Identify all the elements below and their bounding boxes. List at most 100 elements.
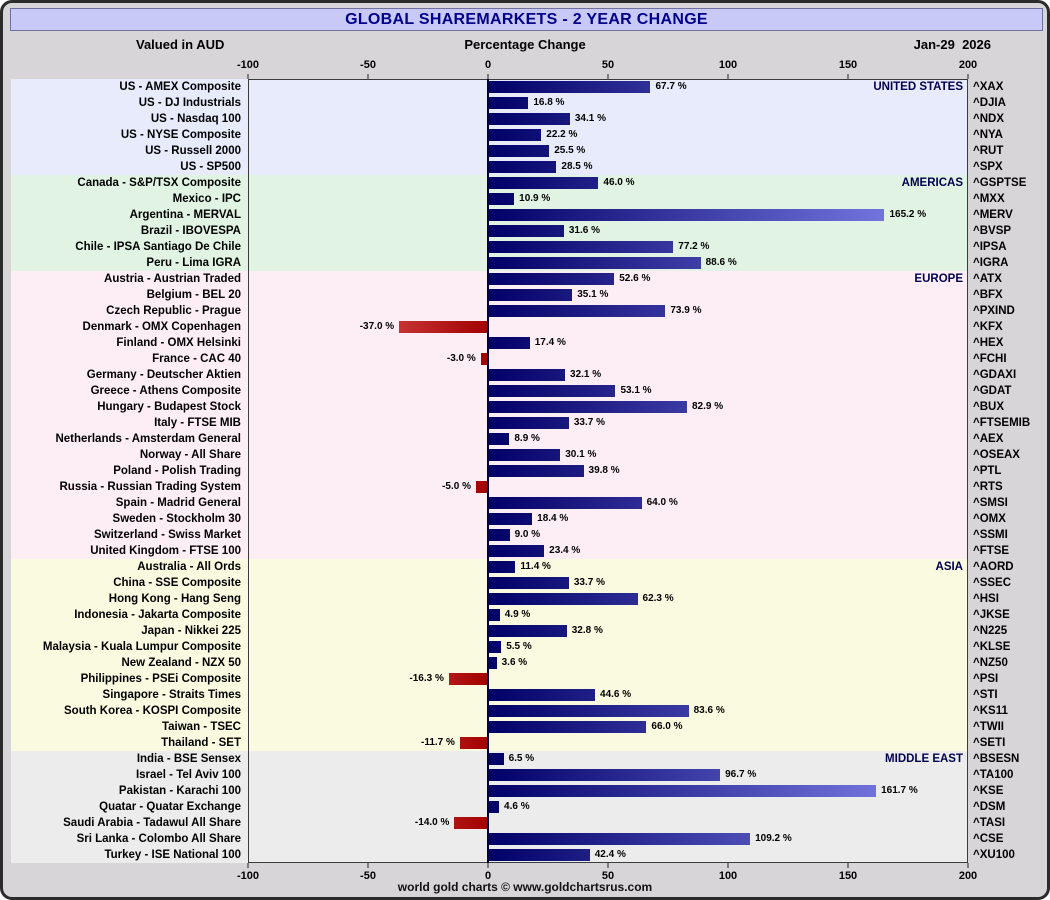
chart-row: US - AMEX Composite 67.7 % UNITED STATES ^X… (11, 79, 1045, 95)
row-ticker-symbol: ^SSEC (973, 577, 1012, 589)
row-ticker-symbol: ^BUX (973, 401, 1004, 413)
bar-value-label: 35.1 % (577, 289, 609, 300)
bar-value-label: 83.6 % (693, 705, 725, 716)
chart-row: Italy - FTSE MIB 33.7 % ^FTSEMIB (11, 415, 1045, 431)
bar-value-label: 42.4 % (594, 849, 626, 860)
bar-value-label: 46.0 % (603, 177, 635, 188)
row-ticker-symbol: ^TWII (973, 721, 1004, 733)
row-ticker-symbol: ^SPX (973, 161, 1003, 173)
row-label: Argentina - MERVAL (11, 207, 248, 223)
row-ticker-symbol: ^FTSEMIB (973, 417, 1031, 429)
value-bar (488, 337, 530, 349)
row-label: Turkey - ISE National 100 (11, 847, 248, 863)
value-bar (488, 609, 500, 621)
value-bar (488, 273, 615, 285)
chart-row: Australia - All Ords 11.4 % ASIA ^AORD (11, 559, 1045, 575)
row-label: Brazil - IBOVESPA (11, 223, 248, 239)
chart-row: South Korea - KOSPI Composite 83.6 % ^KS11 (11, 703, 1045, 719)
row-label: Peru - Lima IGRA (11, 255, 248, 271)
chart-row: Saudi Arabia - Tadawul All Share -14.0 % ^… (11, 815, 1045, 831)
axis-tick-mark (607, 863, 609, 868)
row-label: Philippines - PSEi Composite (11, 671, 248, 687)
bar-value-label: 11.4 % (520, 561, 551, 572)
row-label: US - Russell 2000 (11, 143, 248, 159)
axis-tick-mark (247, 74, 249, 79)
value-bar (488, 225, 564, 237)
row-plot: -16.3 % (248, 671, 968, 687)
value-bar (488, 433, 510, 445)
axis-tick-label: 100 (718, 870, 738, 882)
row-label: South Korea - KOSPI Composite (11, 703, 248, 719)
bar-value-label: 77.2 % (678, 241, 710, 252)
bar-value-label: 67.7 % (655, 81, 687, 92)
axis-top-spacer-right (968, 56, 1045, 79)
axis-tick-label: -100 (236, 870, 260, 882)
chart-row: China - SSE Composite 33.7 % ^SSEC (11, 575, 1045, 591)
row-label: US - DJ Industrials (11, 95, 248, 111)
chart-row: Quatar - Quatar Exchange 4.6 % ^DSM (11, 799, 1045, 815)
chart-row: Singapore - Straits Times 44.6 % ^STI (11, 687, 1045, 703)
row-ticker-symbol: ^FTSE (973, 545, 1010, 557)
row-ticker-symbol: ^MERV (973, 209, 1013, 221)
row-plot: 96.7 % (248, 767, 968, 783)
footer-credit: world gold charts © www.goldchartsrus.co… (397, 880, 653, 894)
value-bar (488, 81, 651, 93)
region-label: EUROPE (914, 273, 963, 285)
row-ticker-symbol: ^TA100 (973, 769, 1014, 781)
subheader-date: Jan-29 2026 (913, 37, 991, 52)
row-label: China - SSE Composite (11, 575, 248, 591)
axis-tick-mark (967, 863, 969, 868)
chart-row: New Zealand - NZX 50 3.6 % ^NZ50 (11, 655, 1045, 671)
row-plot: 42.4 % (248, 847, 968, 863)
subheader-currency: Valued in AUD (136, 37, 225, 52)
row-plot: 11.4 % ASIA (248, 559, 968, 575)
value-bar (488, 129, 542, 141)
row-plot: 17.4 % (248, 335, 968, 351)
row-ticker-symbol: ^RUT (973, 145, 1004, 157)
value-bar (488, 209, 885, 221)
row-label: Austria - Austrian Traded (11, 271, 248, 287)
value-bar (488, 561, 516, 573)
row-ticker-symbol: ^HSI (973, 593, 999, 605)
chart-row: US - Russell 2000 25.5 % ^RUT (11, 143, 1045, 159)
bar-value-label: 34.1 % (574, 113, 606, 124)
row-label: Netherlands - Amsterdam General (11, 431, 248, 447)
value-bar (488, 593, 638, 605)
bar-value-label: -3.0 % (446, 353, 476, 364)
row-ticker-symbol: ^KS11 (973, 705, 1008, 717)
chart-row: Chile - IPSA Santiago De Chile 77.2 % ^IPS… (11, 239, 1045, 255)
row-label: France - CAC 40 (11, 351, 248, 367)
row-label: Italy - FTSE MIB (11, 415, 248, 431)
row-plot: 4.9 % (248, 607, 968, 623)
row-plot: 30.1 % (248, 447, 968, 463)
row-label: Canada - S&P/TSX Composite (11, 175, 248, 191)
row-ticker-symbol: ^N225 (973, 625, 1008, 637)
row-ticker-symbol: ^IGRA (973, 257, 1009, 269)
value-bar (459, 737, 488, 749)
axis-tick-mark (367, 74, 369, 79)
chart-row: Sweden - Stockholm 30 18.4 % ^OMX (11, 511, 1045, 527)
row-plot: 44.6 % (248, 687, 968, 703)
row-plot: 62.3 % (248, 591, 968, 607)
chart-row: Austria - Austrian Traded 52.6 % EUROPE ^AT… (11, 271, 1045, 287)
bar-chart: -100 -50 0 50 100 150 200 US - AMEX Composite 6… (11, 56, 1045, 883)
value-bar (399, 321, 488, 333)
value-bar (480, 353, 488, 365)
chart-row: Brazil - IBOVESPA 31.6 % ^BVSP (11, 223, 1045, 239)
row-label: Russia - Russian Trading System (11, 479, 248, 495)
chart-row: Hong Kong - Hang Seng 62.3 % ^HSI (11, 591, 1045, 607)
bar-value-label: 88.6 % (705, 257, 737, 268)
region-label: ASIA (935, 561, 963, 573)
chart-row: Hungary - Budapest Stock 82.9 % ^BUX (11, 399, 1045, 415)
row-plot: 82.9 % (248, 399, 968, 415)
bar-value-label: 22.2 % (546, 129, 578, 140)
row-ticker-symbol: ^PXIND (973, 305, 1015, 317)
row-label: Germany - Deutscher Aktien (11, 367, 248, 383)
chart-row: Turkey - ISE National 100 42.4 % ^XU100 (11, 847, 1045, 863)
region-label: UNITED STATES (873, 81, 963, 93)
chart-row: Sri Lanka - Colombo All Share 109.2 % ^CSE (11, 831, 1045, 847)
bar-value-label: 18.4 % (537, 513, 569, 524)
row-plot: 53.1 % (248, 383, 968, 399)
axis-tick-mark (727, 74, 729, 79)
row-ticker-symbol: ^DJIA (973, 97, 1006, 109)
